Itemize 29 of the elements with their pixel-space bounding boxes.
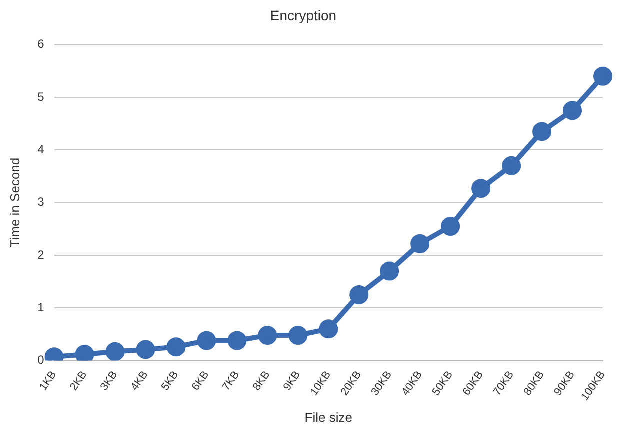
y-tick-label: 2 [38, 248, 45, 262]
point [350, 285, 369, 304]
point [410, 234, 430, 254]
point [228, 331, 247, 350]
point [472, 179, 491, 198]
y-tick-label: 4 [38, 142, 45, 156]
y-tick-label: 0 [38, 353, 45, 368]
chart-title: Encryption [270, 7, 337, 24]
point [594, 66, 612, 86]
point [319, 320, 338, 339]
point [288, 326, 308, 345]
x-tick-label: 6KB [190, 369, 212, 394]
point [502, 156, 522, 176]
y-tick-label: 6 [38, 37, 45, 52]
y-axis-title: Time in Second [7, 158, 22, 248]
point [380, 262, 400, 281]
y-tick-label: 5 [38, 90, 45, 104]
x-axis-title: File size [304, 410, 352, 425]
point [166, 338, 186, 357]
point [441, 216, 460, 236]
x-tick-label: 7KB [220, 369, 242, 394]
point [106, 342, 125, 361]
point [197, 331, 216, 350]
point [532, 122, 552, 142]
point [563, 101, 582, 120]
point [258, 326, 278, 345]
y-tick-label: 3 [38, 195, 45, 210]
point [136, 340, 156, 360]
y-tick-label: 1 [38, 300, 45, 314]
